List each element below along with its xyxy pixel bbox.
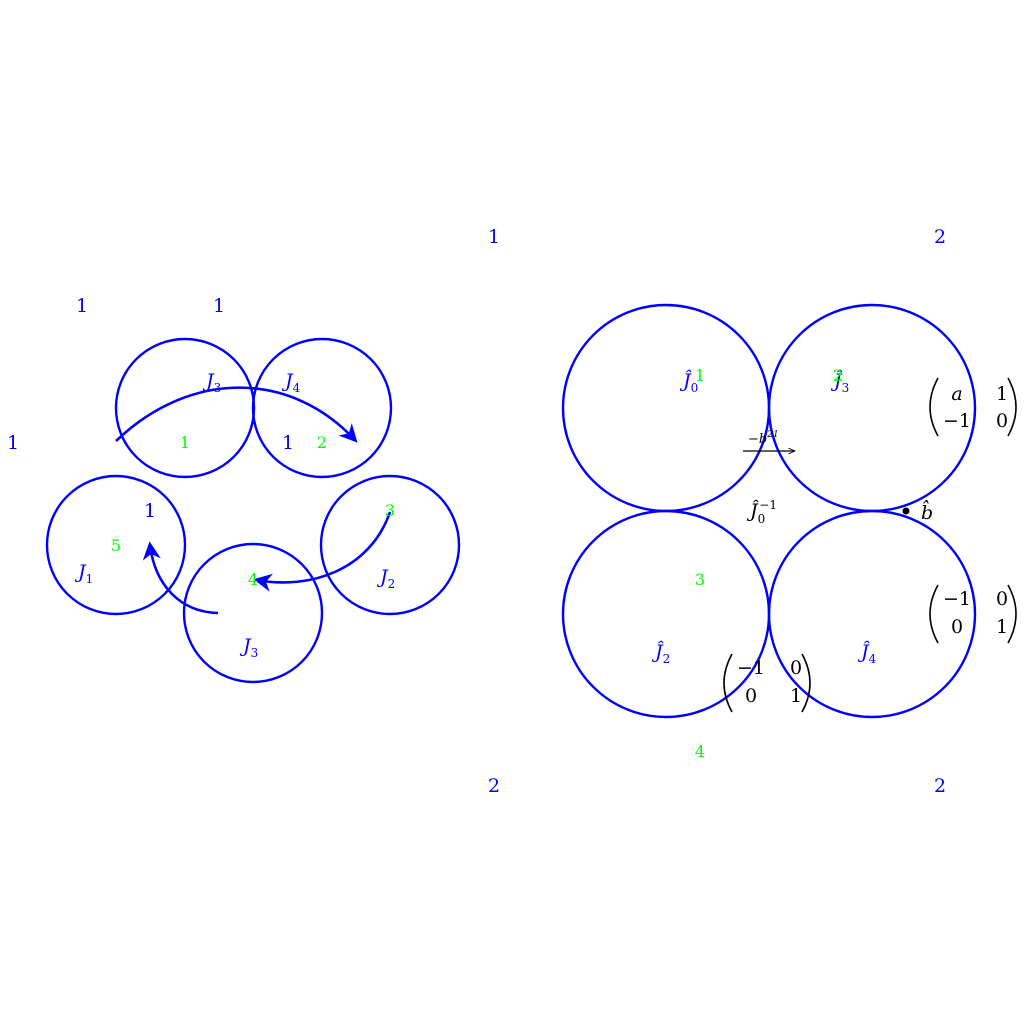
right-circle-j3 <box>767 303 977 513</box>
left-j4-side-label: 1 <box>282 432 294 454</box>
left-j1-inner-number: 1 <box>144 500 156 522</box>
matrix-2: −1 0 0 1 <box>929 584 1017 644</box>
left-region-5: 5 <box>111 536 121 555</box>
left-circle-j2 <box>319 474 461 616</box>
right-corner-label-tl: 1 <box>488 226 500 248</box>
matrix-1: a 1 −1 0 <box>929 377 1017 437</box>
matrix-3-cell-00: −1 <box>737 657 765 679</box>
right-region-3: 3 <box>695 570 705 589</box>
left-circle-j4 <box>251 337 393 479</box>
matrix-3: −1 0 0 1 <box>723 653 811 713</box>
left-arrow-top <box>115 386 358 443</box>
matrix-3-cell-10: 0 <box>745 685 757 707</box>
right-j4-label: Ĵ4 <box>857 640 877 666</box>
right-point-b-label: b̂ <box>921 499 933 524</box>
matrix-1-cell-11: 0 <box>996 410 1008 432</box>
left-figure: 1 1 1 J3 1 J4 1 2 1 5 J1 4 J3 3 J2 <box>7 295 461 684</box>
left-j1-label: J1 <box>74 561 93 586</box>
left-corner-label-3: 1 <box>7 432 19 454</box>
left-circle-j1 <box>45 474 187 616</box>
matrix-2-cell-10: 0 <box>951 616 963 638</box>
right-j0-label: Ĵ0 <box>679 369 698 395</box>
left-j2-label: J2 <box>376 566 395 591</box>
right-j2-label: Ĵ2 <box>651 640 670 666</box>
matrix-3-cell-01: 0 <box>790 657 802 679</box>
right-circle-j0 <box>561 303 771 513</box>
left-corner-label-1: 1 <box>76 295 88 317</box>
right-b21-label: −b21 <box>748 430 779 447</box>
left-j4-label: J4 <box>281 370 301 395</box>
left-corner-label-2: 1 <box>213 295 225 317</box>
right-region-1: 1 <box>695 366 705 385</box>
right-center-label: Ĵ0−1 <box>746 498 777 526</box>
matrix-1-cell-00: a <box>951 383 962 405</box>
left-arrow-left <box>142 541 219 615</box>
left-j3-bottom-label: J3 <box>239 635 258 660</box>
right-point-b <box>902 507 910 515</box>
matrix-2-cell-00: −1 <box>943 588 971 610</box>
matrix-1-cell-10: −1 <box>943 410 971 432</box>
right-corner-label-br: 2 <box>934 775 946 797</box>
matrix-3-cell-11: 1 <box>790 685 802 707</box>
left-j3-top-label: J3 <box>202 370 221 395</box>
right-corner-label-tr: 2 <box>934 226 946 248</box>
left-region-2: 2 <box>317 433 327 452</box>
matrix-2-cell-11: 1 <box>996 616 1008 638</box>
left-circle-j3-top <box>114 337 256 479</box>
left-region-1: 1 <box>180 433 190 452</box>
right-region-2: 2 <box>833 366 843 385</box>
right-circle-j4 <box>767 509 977 719</box>
left-circle-j3-bottom <box>182 542 324 684</box>
right-corner-label-bl: 2 <box>488 775 500 797</box>
left-arrow-right <box>253 511 392 592</box>
right-figure: 1 2 2 2 Ĵ0 1 Ĵ3 2 Ĵ2 3 Ĵ4 4 −b21 Ĵ0−1 b̂… <box>488 226 1017 797</box>
right-circle-j2 <box>561 509 771 719</box>
matrix-2-cell-01: 0 <box>996 588 1008 610</box>
right-j3-label: Ĵ3 <box>830 369 849 395</box>
right-region-4: 4 <box>695 742 705 761</box>
left-region-3: 3 <box>385 501 395 520</box>
matrix-1-cell-01: 1 <box>996 383 1008 405</box>
left-region-4: 4 <box>248 570 258 589</box>
